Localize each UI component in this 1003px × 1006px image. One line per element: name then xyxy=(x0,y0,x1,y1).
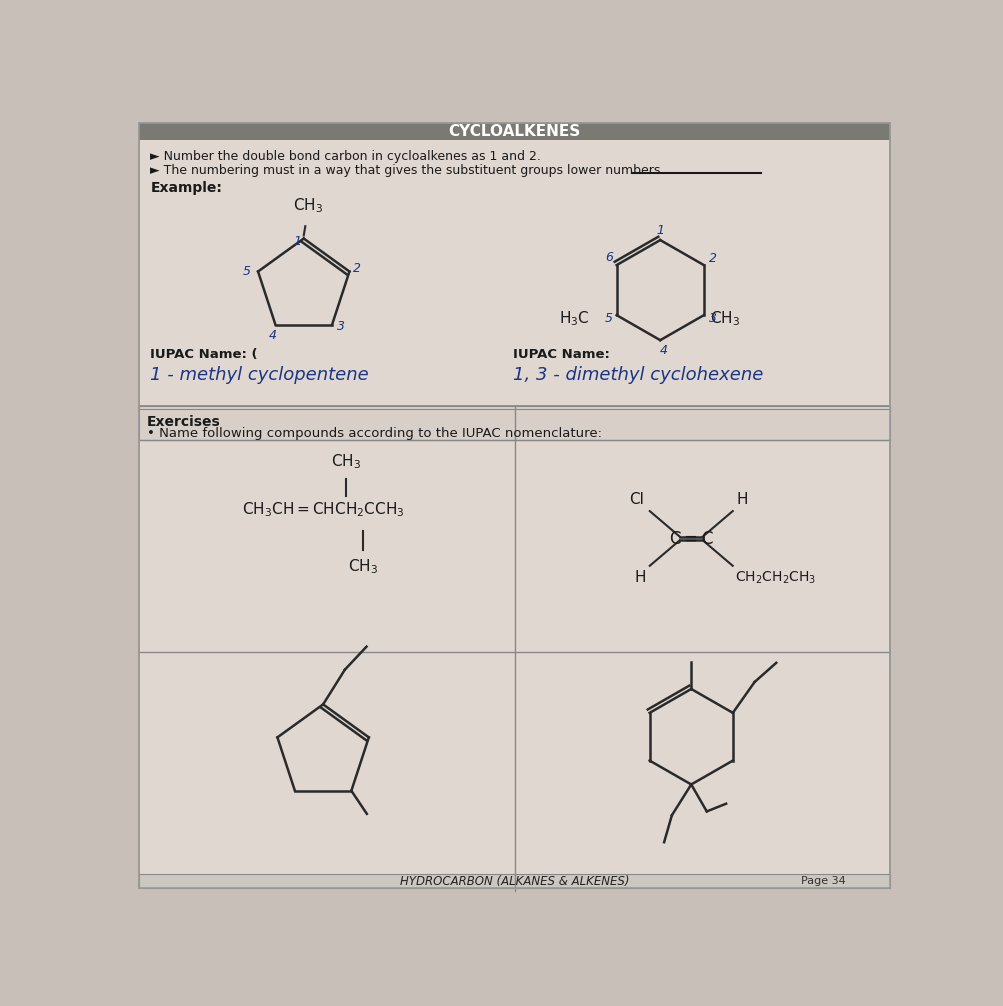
Text: 2: 2 xyxy=(353,262,361,275)
Text: 4: 4 xyxy=(659,344,667,357)
Text: $\mathregular{CH_3CH{=}CHCH_2CCH_3}$: $\mathregular{CH_3CH{=}CHCH_2CCH_3}$ xyxy=(242,500,404,519)
Text: H: H xyxy=(736,492,747,507)
Text: ► The numbering must in a way that gives the substituent groups lower numbers.: ► The numbering must in a way that gives… xyxy=(150,164,664,177)
Bar xyxy=(139,874,889,888)
Text: H: H xyxy=(634,569,645,584)
Text: Page 34: Page 34 xyxy=(799,876,845,886)
Text: • Name following compounds according to the IUPAC nomenclature:: • Name following compounds according to … xyxy=(147,428,602,441)
Text: 1 - methyl cyclopentene: 1 - methyl cyclopentene xyxy=(150,365,369,383)
Text: IUPAC Name: (: IUPAC Name: ( xyxy=(150,348,258,361)
Text: $\mathregular{H_3C}$: $\mathregular{H_3C}$ xyxy=(559,310,589,328)
Text: Exercises: Exercises xyxy=(147,414,221,429)
Bar xyxy=(139,123,889,140)
Text: $\mathregular{CH_3}$: $\mathregular{CH_3}$ xyxy=(292,197,322,215)
Text: Example:: Example: xyxy=(150,181,222,195)
Text: $\mathregular{CH_3}$: $\mathregular{CH_3}$ xyxy=(348,557,378,576)
Text: 1: 1 xyxy=(656,224,664,237)
Text: 5: 5 xyxy=(243,265,251,278)
Text: 6: 6 xyxy=(604,250,612,264)
Text: $\mathregular{CH_3}$: $\mathregular{CH_3}$ xyxy=(709,310,739,328)
Text: 1, 3 - dimethyl cyclohexene: 1, 3 - dimethyl cyclohexene xyxy=(513,365,762,383)
Text: Cl: Cl xyxy=(628,492,643,507)
Text: 2: 2 xyxy=(708,253,716,266)
Text: $\mathregular{C{=}C}$: $\mathregular{C{=}C}$ xyxy=(668,530,713,548)
Text: $\mathregular{CH_2CH_2CH_3}$: $\mathregular{CH_2CH_2CH_3}$ xyxy=(734,569,815,586)
Text: 5: 5 xyxy=(604,313,612,326)
Text: $\mathregular{CH_3}$: $\mathregular{CH_3}$ xyxy=(331,453,361,471)
Text: 3: 3 xyxy=(708,313,716,326)
Text: ► Number the double bond carbon in cycloalkenes as 1 and 2.: ► Number the double bond carbon in cyclo… xyxy=(150,150,541,163)
Text: 4: 4 xyxy=(268,329,276,342)
Text: IUPAC Name:: IUPAC Name: xyxy=(513,348,609,361)
Text: 3: 3 xyxy=(337,320,345,333)
Text: CYCLOALKENES: CYCLOALKENES xyxy=(448,124,580,139)
Text: 1: 1 xyxy=(293,235,301,248)
Text: HYDROCARBON (ALKANES & ALKENES): HYDROCARBON (ALKANES & ALKENES) xyxy=(399,875,629,888)
Bar xyxy=(139,405,889,441)
